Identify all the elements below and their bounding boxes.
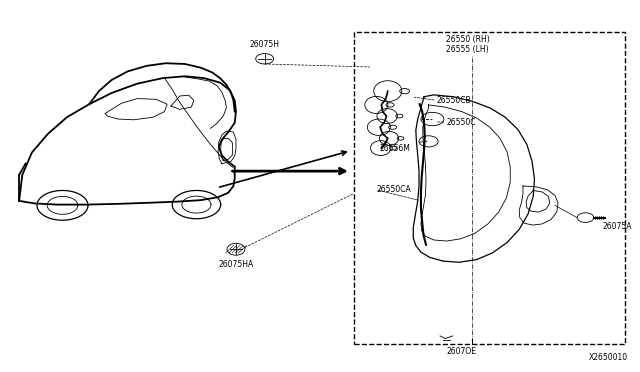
Text: 26555 (LH): 26555 (LH) (447, 45, 489, 54)
Text: X2650010: X2650010 (589, 353, 628, 362)
Text: 26075H: 26075H (250, 40, 280, 49)
Bar (354, 32, 625, 344)
Text: 26550 (RH): 26550 (RH) (447, 35, 490, 44)
Text: 26550CA: 26550CA (376, 185, 411, 194)
Text: 26075A: 26075A (603, 222, 632, 231)
Text: 26550C: 26550C (447, 118, 476, 126)
Text: 26556M: 26556M (380, 144, 410, 153)
Text: 26075HA: 26075HA (218, 260, 253, 269)
Text: 2607OE: 2607OE (447, 347, 476, 356)
Text: 26550CB: 26550CB (437, 96, 472, 105)
